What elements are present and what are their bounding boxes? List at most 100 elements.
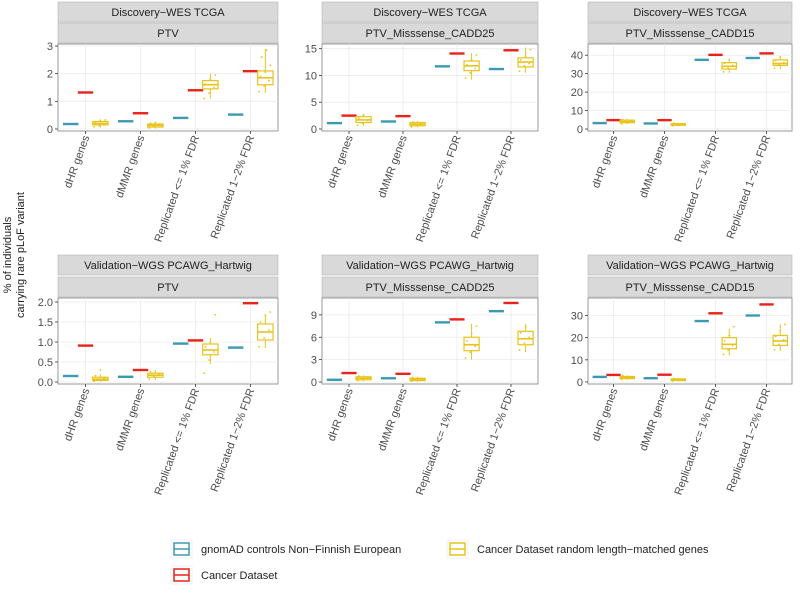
y-axis-label-line2: carrying rare pLoF variant — [15, 192, 27, 318]
random-point — [774, 335, 777, 338]
y-tick-label: 15 — [305, 44, 317, 56]
random-point — [464, 77, 467, 80]
random-point — [258, 345, 261, 348]
y-tick-label: 30 — [571, 69, 583, 81]
strip-sub-bg — [57, 22, 279, 44]
y-tick-label: 3 — [47, 41, 53, 53]
random-point — [523, 342, 526, 345]
y-axis-label-line1: % of individuals — [2, 216, 14, 293]
y-tick-label: 3 — [311, 355, 317, 367]
strip-top-bg — [587, 1, 793, 23]
x-tick-label: dMMR genes — [376, 386, 410, 452]
y-tick-label: 0.5 — [38, 357, 53, 369]
strip-sub-label: PTV_Misssense_CADD15 — [626, 282, 755, 294]
random-point — [731, 344, 734, 347]
legend: gnomAD controls Non−Finnish European Can… — [170, 539, 709, 585]
random-point — [680, 123, 683, 125]
panel-5: Validation−WGS PCAWG_Hartwig PTV_Misssens… — [311, 254, 539, 497]
panels-layer: Discovery−WES TCGA PTV 0 1 2 3 dHR genes dMMR g… — [38, 1, 793, 497]
random-point — [93, 125, 96, 128]
panel-6: Validation−WGS PCAWG_Hartwig PTV_Misssens… — [571, 254, 793, 497]
random-point — [265, 49, 268, 52]
panel-1: Discovery−WES TCGA PTV 0 1 2 3 dHR genes dMMR g… — [47, 1, 279, 244]
panel-4: Validation−WGS PCAWG_Hartwig PTV 0.0 0.5 1.0… — [38, 254, 279, 497]
y-tick-label: 20 — [571, 87, 583, 99]
random-point — [727, 67, 730, 70]
random-point — [208, 359, 211, 361]
x-tick-label: Replicated 1−2% FDR — [469, 134, 518, 241]
strip-sub-label: PTV — [157, 282, 179, 294]
random-point — [779, 330, 782, 332]
random-point — [722, 353, 725, 356]
y-tick-label: 5 — [311, 97, 317, 109]
strip-top-label: Validation−WGS PCAWG_Hartwig — [84, 260, 252, 272]
random-point — [98, 124, 101, 127]
random-point — [411, 121, 414, 123]
random-point — [410, 125, 413, 128]
random-point — [148, 378, 151, 381]
y-tick-label: 2.0 — [38, 297, 53, 309]
random-point — [731, 64, 734, 67]
y-tick-label: 0 — [577, 124, 583, 136]
strip-sub-bg — [57, 276, 279, 298]
random-point — [475, 325, 478, 327]
random-point — [209, 341, 212, 343]
y-tick-label: 9 — [311, 310, 317, 322]
strip-top-bg — [321, 1, 539, 23]
random-point — [782, 338, 785, 341]
random-box — [721, 337, 738, 350]
random-point — [782, 61, 785, 64]
random-point — [153, 125, 156, 128]
random-point — [94, 374, 97, 377]
strip-top-label: Validation−WGS PCAWG_Hartwig — [606, 260, 774, 272]
random-point — [148, 126, 151, 129]
random-point — [158, 124, 160, 127]
random-point — [420, 377, 423, 380]
panel-background — [321, 43, 539, 132]
random-point — [722, 70, 725, 73]
x-tick-label: dMMR genes — [376, 133, 410, 199]
x-tick-label: dMMR genes — [114, 133, 148, 199]
panel-background — [587, 43, 793, 132]
random-point — [208, 92, 211, 94]
y-tick-label: 2 — [47, 69, 53, 81]
random-point — [523, 64, 526, 67]
random-point — [415, 123, 418, 126]
random-point — [214, 74, 217, 76]
random-point — [672, 377, 675, 380]
random-point — [411, 376, 414, 379]
random-point — [629, 376, 632, 379]
random-point — [258, 90, 261, 93]
x-tick-label: Replicated 1−2% FDR — [469, 387, 518, 494]
random-point — [779, 56, 782, 58]
x-tick-label: Replicated 1−2% FDR — [209, 134, 258, 241]
legend-item-cancer: Cancer Dataset — [170, 565, 277, 585]
random-point — [528, 336, 531, 339]
y-tick-label: 10 — [305, 70, 317, 82]
panel-background — [57, 297, 279, 385]
x-tick-label: Replicated <= 1% FDR — [153, 134, 203, 244]
random-point — [621, 118, 624, 121]
random-point — [470, 332, 473, 335]
random-point — [529, 48, 532, 51]
random-point — [93, 380, 96, 383]
random-point — [259, 75, 262, 78]
random-point — [728, 334, 731, 337]
random-point — [213, 86, 215, 89]
x-tick-label: Replicated <= 1% FDR — [414, 387, 464, 497]
random-point — [204, 345, 207, 348]
strip-sub-bg — [587, 22, 793, 44]
random-point — [204, 83, 207, 86]
x-tick-label: dMMR genes — [638, 133, 672, 199]
random-point — [103, 377, 105, 379]
random-point — [465, 63, 468, 66]
random-point — [420, 122, 423, 125]
y-tick-label: 0 — [47, 124, 53, 136]
random-point — [676, 123, 679, 126]
random-point — [620, 122, 623, 125]
y-tick-label: 40 — [571, 50, 583, 62]
strip-sub-bg — [321, 276, 539, 298]
strip-top-label: Discovery−WES TCGA — [633, 7, 747, 19]
random-point — [99, 119, 102, 122]
